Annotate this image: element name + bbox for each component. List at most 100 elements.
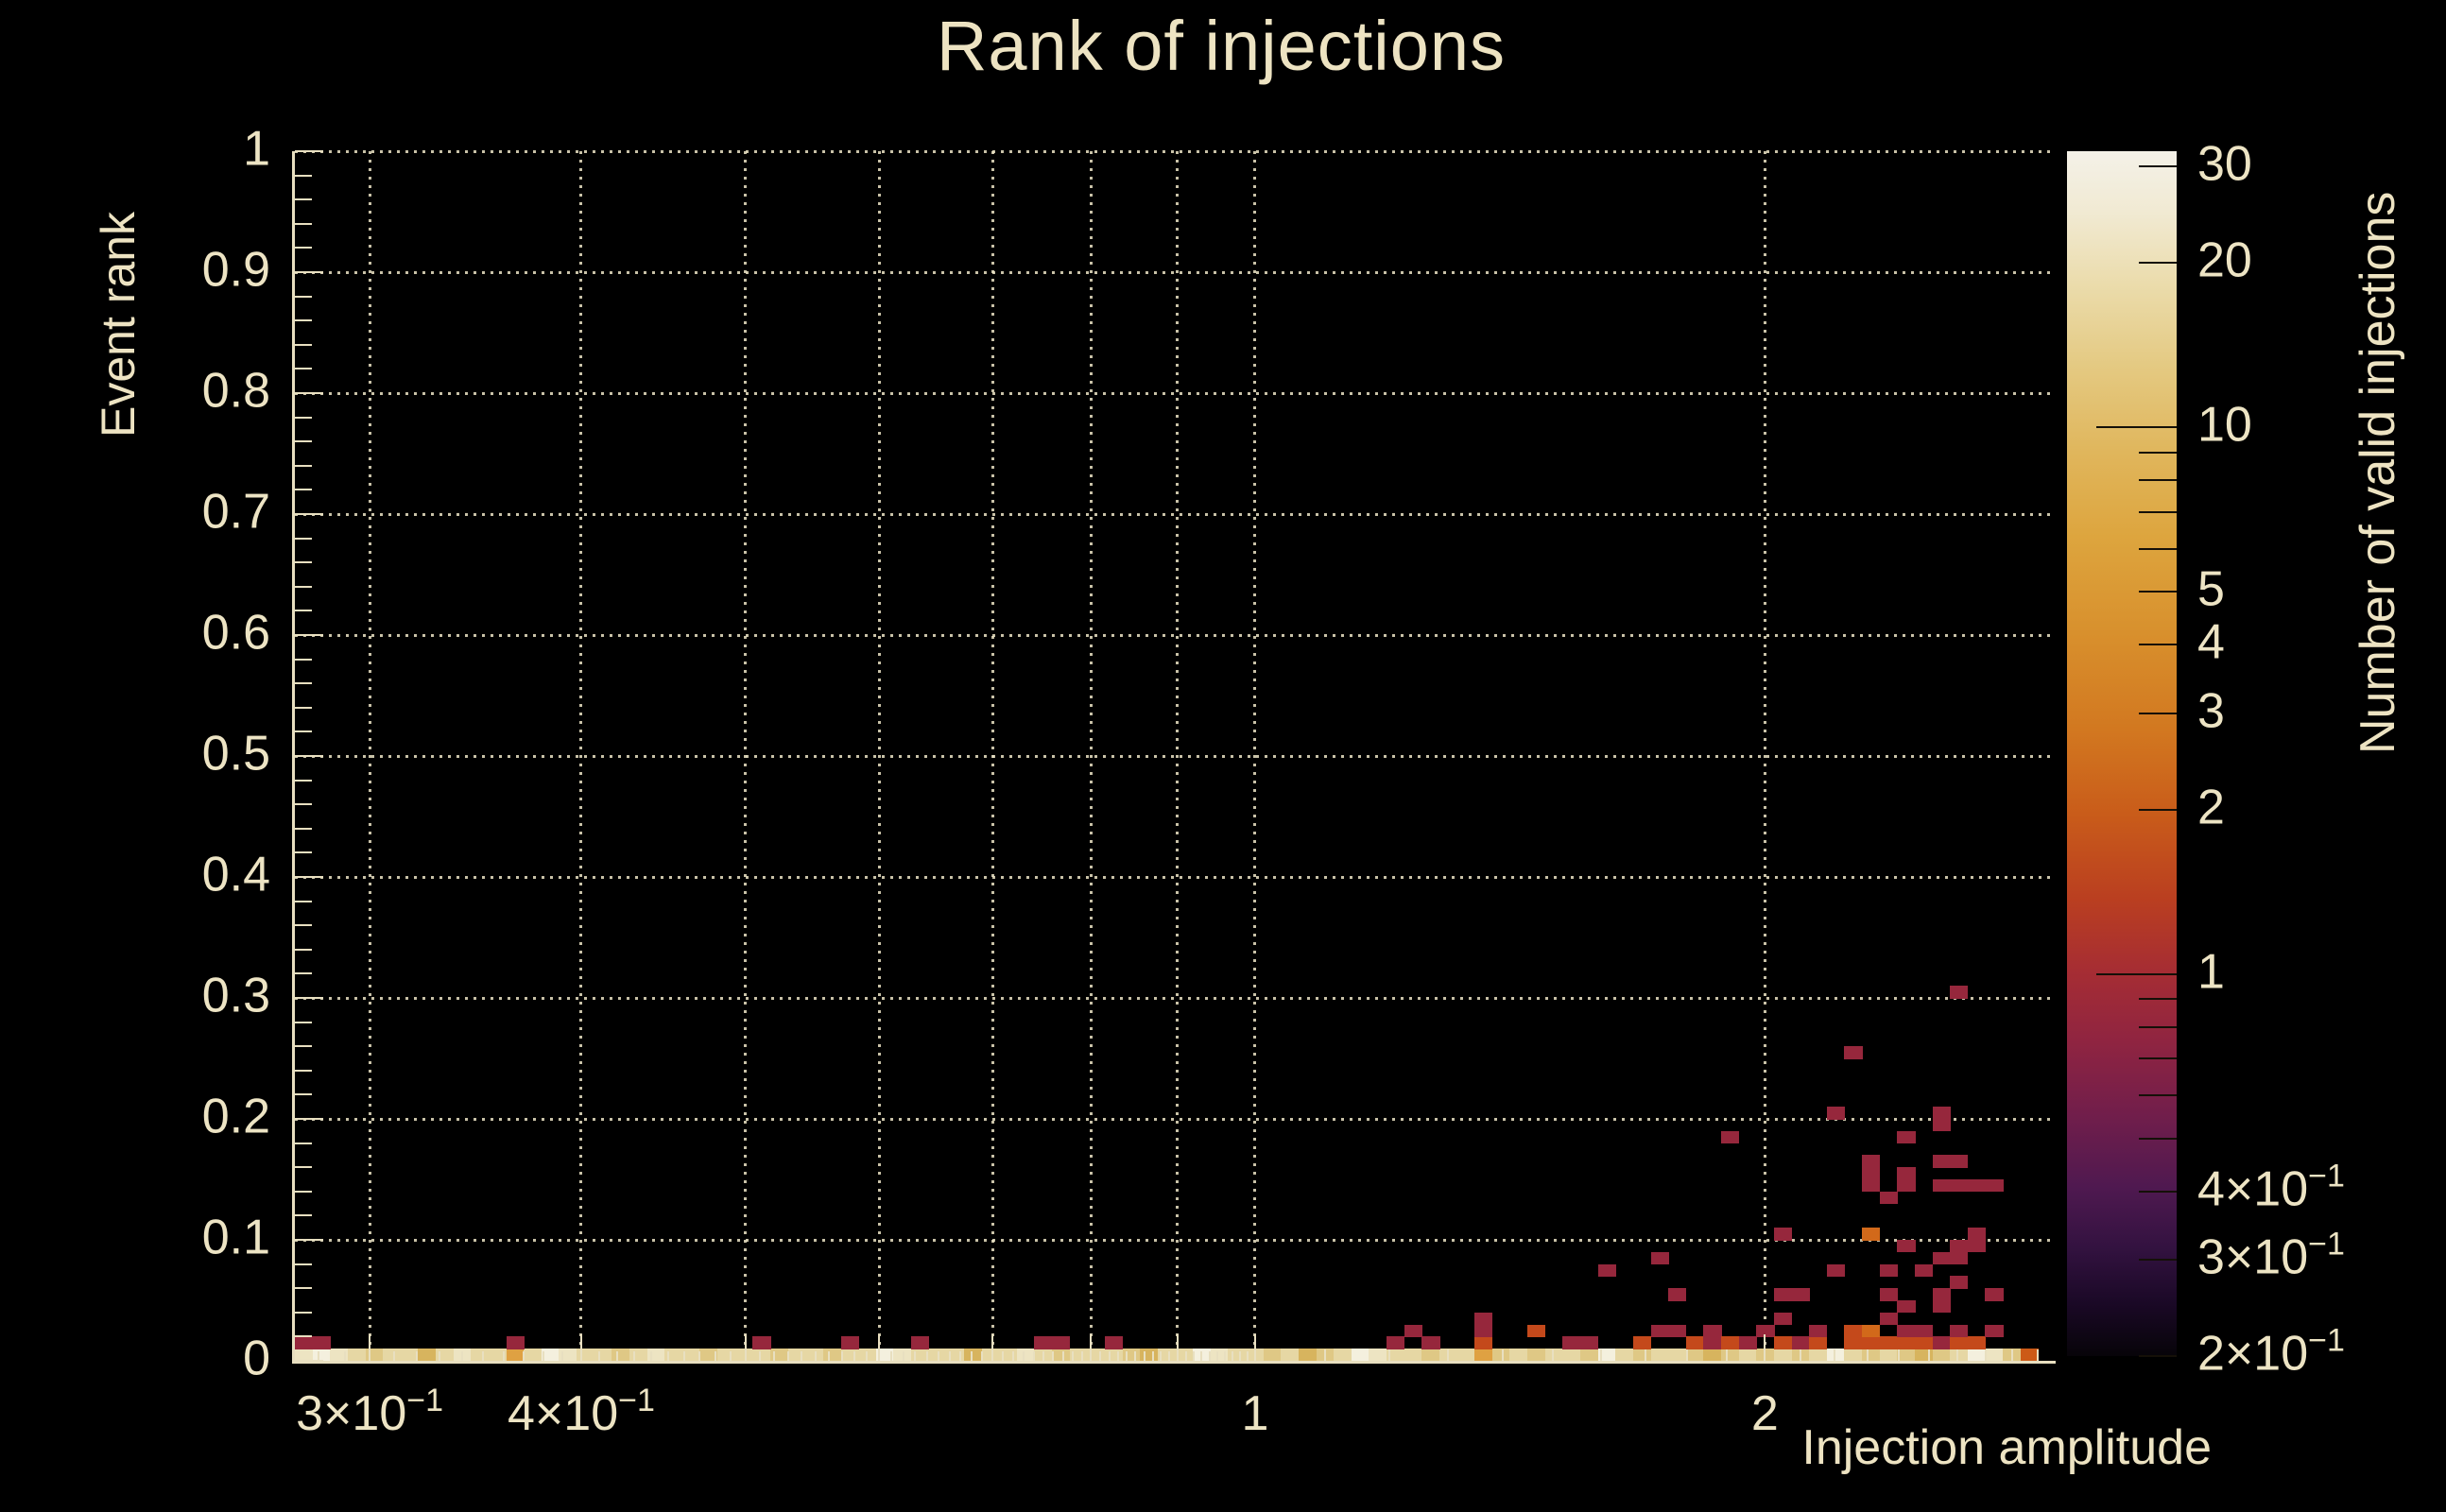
x-minor-tick [1552, 1349, 1555, 1361]
heatmap-cell [1897, 1240, 1916, 1253]
colorbar-label-mantissa: 10 [2197, 397, 2252, 453]
heatmap-cell [1756, 1324, 1775, 1337]
x-minor-tick [682, 1351, 685, 1361]
y-minor-tick [295, 174, 312, 177]
y-minor-tick [295, 1166, 312, 1169]
gridline-v [579, 151, 583, 1361]
colorbar-gradient [2067, 151, 2177, 1356]
band-cell [1246, 1349, 1265, 1361]
band-cell [471, 1349, 490, 1361]
band-cell [1421, 1349, 1440, 1361]
x-tick [991, 1334, 994, 1361]
y-minor-tick [295, 682, 312, 685]
heatmap-cell [1685, 1336, 1704, 1349]
x-minor-tick [1867, 1349, 1869, 1361]
heatmap-cell [1985, 1288, 2004, 1301]
band-cell [1897, 1349, 1916, 1361]
band-cell [418, 1349, 437, 1361]
colorbar-tick [2139, 165, 2177, 168]
colorbar-tick [2139, 1025, 2177, 1028]
heatmap-cell [1826, 1107, 1846, 1120]
band-cell [612, 1349, 630, 1361]
x-minor-tick [1052, 1351, 1055, 1361]
band-cell [1228, 1349, 1247, 1361]
band-cell [911, 1349, 930, 1361]
y-minor-tick [295, 948, 312, 951]
band-cell [1967, 1349, 1987, 1361]
x-minor-tick [1160, 1351, 1163, 1361]
band-cell [717, 1349, 736, 1361]
colorbar-tick [2139, 712, 2177, 714]
colorbar-tick-label: 3 [2197, 682, 2225, 739]
heatmap-cell [1421, 1336, 1440, 1349]
x-minor-tick [1116, 1351, 1119, 1361]
band-cell [1773, 1349, 1793, 1361]
colorbar-label-exponent: −1 [2308, 1226, 2345, 1263]
band-cell [1932, 1349, 1951, 1361]
heatmap-cell [1862, 1167, 1881, 1180]
y-tick-label: 0.7 [201, 484, 270, 540]
colorbar-label-mantissa: 3×10 [2197, 1229, 2309, 1285]
band-cell [963, 1349, 983, 1361]
heatmap-cell [1668, 1288, 1687, 1301]
band-cell [1632, 1349, 1652, 1361]
heatmap-cell [1932, 1251, 1951, 1265]
band-cell [1210, 1349, 1229, 1361]
x-tick [878, 1334, 881, 1361]
band-cell [1456, 1349, 1475, 1361]
band-cell [1334, 1349, 1352, 1361]
band-cell [1809, 1349, 1828, 1361]
y-tick [295, 634, 323, 636]
heatmap-cell [1932, 1179, 1951, 1193]
band-cell [594, 1349, 612, 1361]
band-cell [1474, 1349, 1493, 1361]
x-minor-tick [1800, 1349, 1802, 1361]
y-minor-tick [295, 1093, 312, 1096]
x-tick-label-exponent: −1 [618, 1383, 655, 1418]
heatmap-cell [1914, 1324, 1934, 1337]
x-minor-tick [1501, 1349, 1504, 1361]
x-minor-tick [840, 1351, 843, 1361]
x-tick-label-mantissa: 1 [1241, 1386, 1269, 1441]
x-minor-tick [698, 1351, 701, 1361]
x-tick-label: 3×10−1 [296, 1383, 443, 1442]
heatmap-cell [1879, 1336, 1898, 1349]
y-minor-tick [295, 924, 312, 927]
heatmap-cell [1950, 1324, 1969, 1337]
x-tick [1090, 1334, 1093, 1361]
x-minor-tick [2011, 1349, 2014, 1361]
y-tick [295, 392, 323, 394]
band-cell [1950, 1349, 1969, 1361]
y-minor-tick [295, 489, 312, 491]
x-minor-tick [1143, 1351, 1145, 1361]
y-minor-tick [295, 803, 312, 806]
gridline-v [744, 151, 748, 1361]
x-minor-tick [1134, 1351, 1137, 1361]
x-minor-tick [853, 1351, 856, 1361]
y-tick [295, 513, 323, 515]
colorbar-tick [2139, 1259, 2177, 1262]
band-cell [1544, 1349, 1563, 1361]
gridline-v [1176, 151, 1180, 1361]
colorbar-label-mantissa: 1 [2197, 944, 2225, 1000]
band-cell [1650, 1349, 1669, 1361]
heatmap-cell [1632, 1336, 1652, 1349]
heatmap-cell [1579, 1336, 1599, 1349]
heatmap-cell [1862, 1324, 1881, 1337]
y-tick [295, 997, 323, 999]
heatmap-cell [1844, 1336, 1863, 1349]
band-cell [1122, 1349, 1141, 1361]
band-cell [1263, 1349, 1282, 1361]
x-minor-tick [1324, 1349, 1327, 1361]
x-minor-tick [1108, 1351, 1111, 1361]
band-cell [681, 1349, 701, 1361]
band-cell [646, 1349, 665, 1361]
heatmap-cell [1721, 1130, 1740, 1144]
heatmap-cell [1703, 1336, 1722, 1349]
heatmap-cell [1597, 1263, 1616, 1277]
band-cell [1862, 1349, 1881, 1361]
x-axis-line [292, 1361, 2056, 1364]
x-minor-tick [561, 1351, 564, 1361]
band-cell [1527, 1349, 1546, 1361]
gridline-h [295, 1117, 2056, 1121]
